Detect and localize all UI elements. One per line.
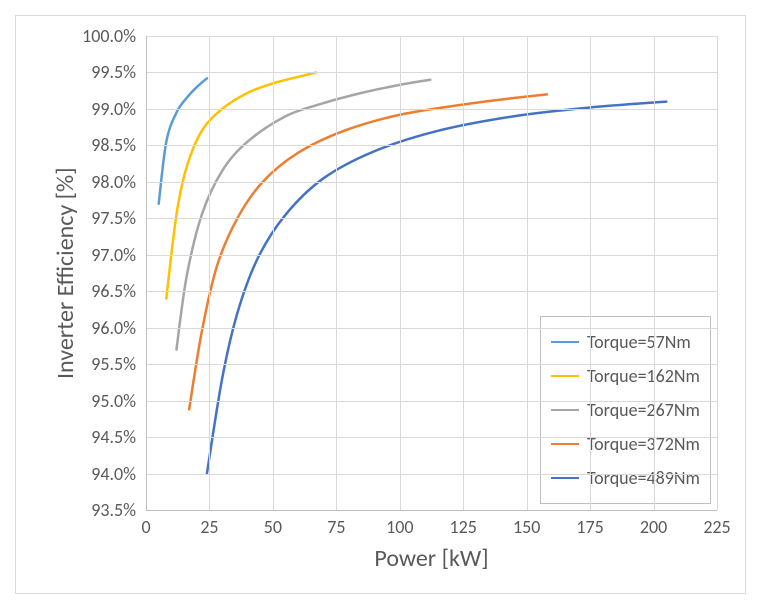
series-line xyxy=(189,94,547,409)
y-gridline xyxy=(146,255,717,256)
y-tick-label: 99.5% xyxy=(91,63,136,81)
y-tick-label: 97.0% xyxy=(91,246,136,264)
legend-label: Torque=267Nm xyxy=(587,399,700,421)
legend: Torque=57Nm Torque=162Nm Torque=267Nm Torqu… xyxy=(540,316,711,504)
x-tick-label: 25 xyxy=(200,518,218,536)
y-axis-title-text: Inverter Efficiency [%] xyxy=(51,167,80,379)
y-tick-label: 95.5% xyxy=(91,355,136,373)
legend-label: Torque=162Nm xyxy=(587,365,700,387)
legend-label: Torque=57Nm xyxy=(587,331,691,353)
y-gridline xyxy=(146,145,717,146)
legend-swatch xyxy=(551,375,579,377)
x-gridline xyxy=(400,36,401,510)
x-gridline xyxy=(527,36,528,510)
x-axis-line xyxy=(146,510,717,511)
y-tick-label: 96.5% xyxy=(91,282,136,300)
x-axis-title-text: Power [kW] xyxy=(374,544,488,573)
legend-item: Torque=489Nm xyxy=(551,461,700,495)
x-gridline xyxy=(590,36,591,510)
x-tick-label: 225 xyxy=(703,518,730,536)
y-gridline xyxy=(146,401,717,402)
legend-label: Torque=489Nm xyxy=(587,467,700,489)
x-gridline xyxy=(717,36,718,510)
y-tick-label: 96.0% xyxy=(91,319,136,337)
y-tick-label: 97.5% xyxy=(91,209,136,227)
y-gridline xyxy=(146,437,717,438)
y-gridline xyxy=(146,72,717,73)
y-tick-label: 98.5% xyxy=(91,136,136,154)
series-line xyxy=(176,80,430,350)
legend-item: Torque=372Nm xyxy=(551,427,700,461)
x-gridline xyxy=(209,36,210,510)
legend-swatch xyxy=(551,477,579,479)
y-gridline xyxy=(146,328,717,329)
y-gridline xyxy=(146,109,717,110)
x-gridline xyxy=(654,36,655,510)
x-axis-title: Power [kW] xyxy=(146,544,717,573)
x-tick-label: 75 xyxy=(327,518,345,536)
x-gridline xyxy=(336,36,337,510)
x-gridline xyxy=(273,36,274,510)
y-tick-label: 95.0% xyxy=(91,392,136,410)
y-gridline xyxy=(146,36,717,37)
chart-container: Torque=57Nm Torque=162Nm Torque=267Nm Torqu… xyxy=(15,15,746,594)
y-tick-label: 99.0% xyxy=(91,100,136,118)
y-gridline xyxy=(146,474,717,475)
x-tick-label: 150 xyxy=(513,518,540,536)
y-tick-label: 93.5% xyxy=(91,501,136,519)
x-gridline xyxy=(463,36,464,510)
legend-item: Torque=267Nm xyxy=(551,393,700,427)
y-gridline xyxy=(146,291,717,292)
y-gridline xyxy=(146,218,717,219)
x-tick-label: 0 xyxy=(141,518,150,536)
y-tick-label: 100.0% xyxy=(82,27,136,45)
legend-item: Torque=57Nm xyxy=(551,325,700,359)
x-tick-label: 125 xyxy=(450,518,477,536)
x-tick-label: 50 xyxy=(264,518,282,536)
y-gridline xyxy=(146,182,717,183)
x-tick-label: 200 xyxy=(640,518,667,536)
y-axis-title: Inverter Efficiency [%] xyxy=(51,167,80,379)
y-tick-label: 98.0% xyxy=(91,173,136,191)
y-tick-label: 94.0% xyxy=(91,465,136,483)
x-tick-label: 175 xyxy=(576,518,603,536)
y-gridline xyxy=(146,364,717,365)
legend-swatch xyxy=(551,443,579,445)
y-tick-label: 94.5% xyxy=(91,428,136,446)
y-axis-line xyxy=(146,36,147,510)
legend-swatch xyxy=(551,409,579,411)
x-tick-label: 100 xyxy=(386,518,413,536)
legend-swatch xyxy=(551,341,579,343)
